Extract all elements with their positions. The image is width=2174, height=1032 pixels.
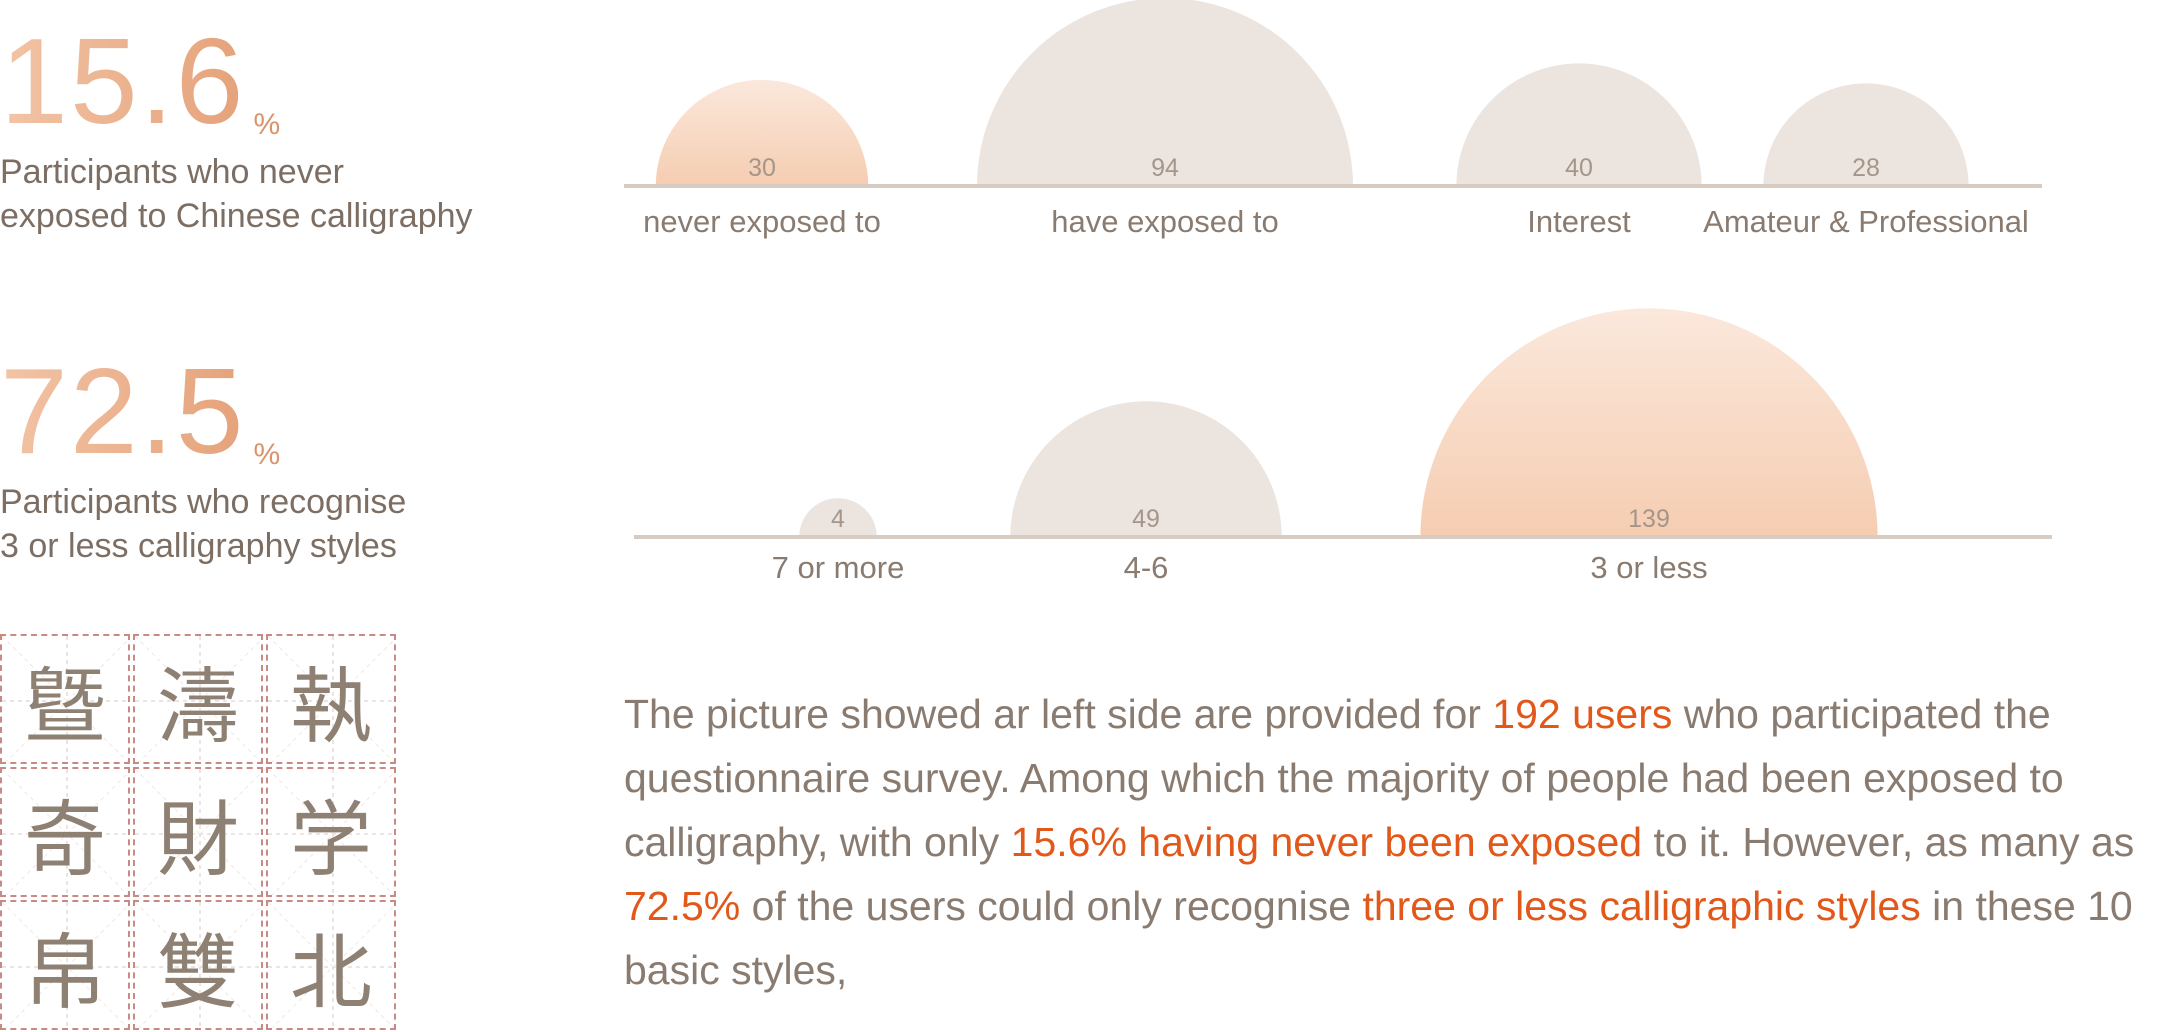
semicircle-bar xyxy=(1420,308,1878,537)
category-label: 7 or more xyxy=(772,550,905,585)
paragraph-text: who participated the questionnaire surve… xyxy=(624,691,2064,865)
paragraph-text: to it. However, as many as xyxy=(1642,819,2135,865)
category-label: Interest xyxy=(1527,204,1631,239)
paragraph-highlight: 72.5% xyxy=(624,883,741,929)
semicircle-bar xyxy=(977,0,1353,186)
calligraphy-cell: 雙 xyxy=(133,900,263,1030)
paragraph-highlight: three or less calligraphic styles xyxy=(1362,883,1921,929)
calligraphy-cell: 濤 xyxy=(133,634,263,764)
calligraphy-cell: 帛 xyxy=(0,900,130,1030)
data-value-label: 94 xyxy=(1151,154,1179,182)
semicircle-bar xyxy=(799,498,877,537)
data-value-label: 139 xyxy=(1628,505,1670,533)
stat-description-line: 3 or less calligraphy styles xyxy=(0,527,397,565)
category-label: Amateur & Professional xyxy=(1703,204,2029,239)
summary-paragraph: The picture showed ar left side are prov… xyxy=(624,682,2164,1002)
calligraphy-glyph: 雙 xyxy=(156,925,239,1021)
calligraphy-glyph: 財 xyxy=(156,792,239,888)
stat-unit: % xyxy=(253,438,281,471)
stat-description-line: exposed to Chinese calligraphy xyxy=(0,197,473,235)
stat-description-line: Participants who never xyxy=(0,153,344,191)
data-value-label: 30 xyxy=(748,154,776,182)
calligraphy-style-grid: 曁濤執奇財学帛雙北 xyxy=(0,634,396,1030)
semicircle-bar xyxy=(1456,63,1702,187)
data-value-label: 4 xyxy=(831,505,845,533)
stat-unit: % xyxy=(253,108,281,141)
calligraphy-cell: 財 xyxy=(133,767,263,897)
calligraphy-glyph: 奇 xyxy=(23,792,106,888)
calligraphy-glyph: 曁 xyxy=(23,659,106,755)
calligraphy-cell: 北 xyxy=(266,900,396,1030)
category-label: 3 or less xyxy=(1590,550,1707,585)
calligraphy-cell: 学 xyxy=(266,767,396,897)
calligraphy-glyph: 学 xyxy=(289,792,372,888)
calligraphy-cell: 執 xyxy=(266,634,396,764)
paragraph-text: The picture showed ar left side are prov… xyxy=(624,691,1493,737)
stat-recognise-styles: 72.5% Participants who recognise 3 or le… xyxy=(0,350,406,568)
calligraphy-glyph: 帛 xyxy=(23,925,106,1021)
data-value-label: 49 xyxy=(1132,505,1160,533)
data-value-label: 28 xyxy=(1852,154,1880,182)
category-label: 4-6 xyxy=(1124,550,1169,585)
calligraphy-glyph: 執 xyxy=(289,659,372,755)
paragraph-text: in these 10 basic styles, xyxy=(624,883,2133,993)
calligraphy-cell: 奇 xyxy=(0,767,130,897)
category-label: never exposed to xyxy=(643,204,881,239)
paragraph-highlight: 192 users xyxy=(1492,691,1673,737)
category-label: have exposed to xyxy=(1051,204,1279,239)
semicircle-bar xyxy=(1010,401,1282,537)
semicircle-bar xyxy=(1763,83,1969,186)
stat-description: Participants who never exposed to Chines… xyxy=(0,150,473,238)
stat-value: 15.6 xyxy=(0,13,246,149)
paragraph-text: of the users could only recognise xyxy=(740,883,1363,929)
data-value-label: 40 xyxy=(1565,154,1593,182)
stat-description-line: Participants who recognise xyxy=(0,483,407,521)
paragraph-highlight: 15.6% having never been exposed xyxy=(1010,819,1643,865)
stat-value: 72.5 xyxy=(0,343,246,479)
semicircle-bar xyxy=(655,79,869,186)
stat-never-exposed: 15.6% Participants who never exposed to … xyxy=(0,20,473,238)
calligraphy-glyph: 濤 xyxy=(156,659,239,755)
stat-description: Participants who recognise 3 or less cal… xyxy=(0,480,406,568)
calligraphy-cell: 曁 xyxy=(0,634,130,764)
semicircle-bubble-chart: 30 never exposed to 94 have exposed to 40 Int… xyxy=(624,0,2052,585)
calligraphy-glyph: 北 xyxy=(289,925,372,1021)
